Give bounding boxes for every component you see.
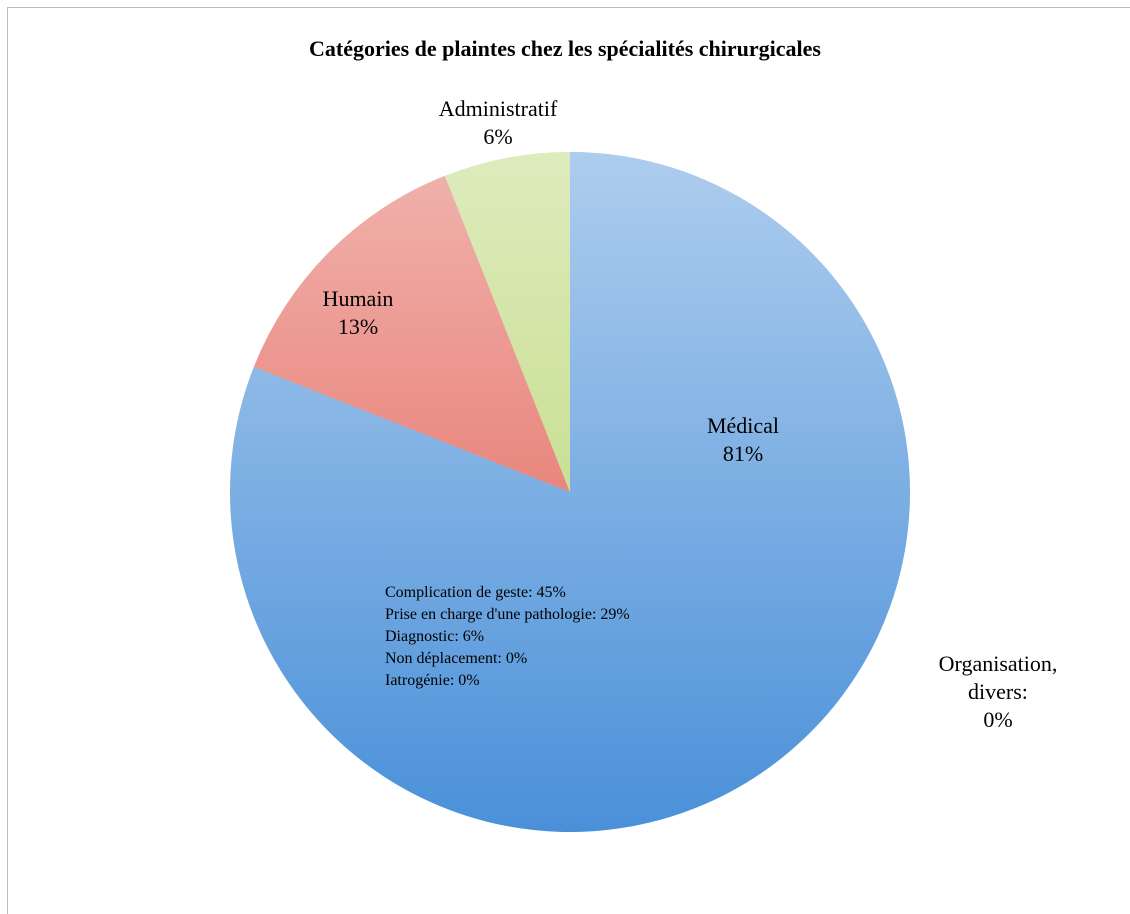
category-name: Médical [706, 413, 780, 438]
annotation-line: Complication de geste: 45% [385, 584, 566, 601]
slices [230, 152, 911, 833]
slice-sheen [444, 152, 570, 492]
slice-sheen [253, 175, 571, 493]
chart-frame [7, 7, 1130, 914]
value-label: 81% [722, 441, 764, 466]
category-name: Humain [322, 286, 394, 311]
value-label: 0% [983, 707, 1013, 732]
annotation-line: Iatrogénie: 0% [385, 672, 480, 689]
chart-title: Catégories de plaintes chez les spéciali… [308, 36, 821, 61]
slice-label: Humain 13% [323, 285, 394, 341]
annotation-line: Diagnostic: 6% [385, 628, 485, 645]
annotation-line: Prise en charge d'une pathologie: 29% [385, 606, 630, 623]
slice-label: Médical 81% [707, 412, 779, 468]
category-name: Administratif [438, 96, 558, 121]
annotation-line: Non déplacement: 0% [385, 650, 528, 667]
slice-label: Organisation, divers: 0% [923, 650, 1073, 734]
value-label: 6% [483, 124, 513, 149]
value-label: 13% [337, 314, 379, 339]
slice-label: Administratif 6% [439, 95, 558, 151]
slice-sheen [230, 152, 911, 833]
category-name: Organisation, divers: [938, 651, 1058, 704]
annotation: Complication de geste: 45% Prise en charg… [385, 582, 630, 692]
